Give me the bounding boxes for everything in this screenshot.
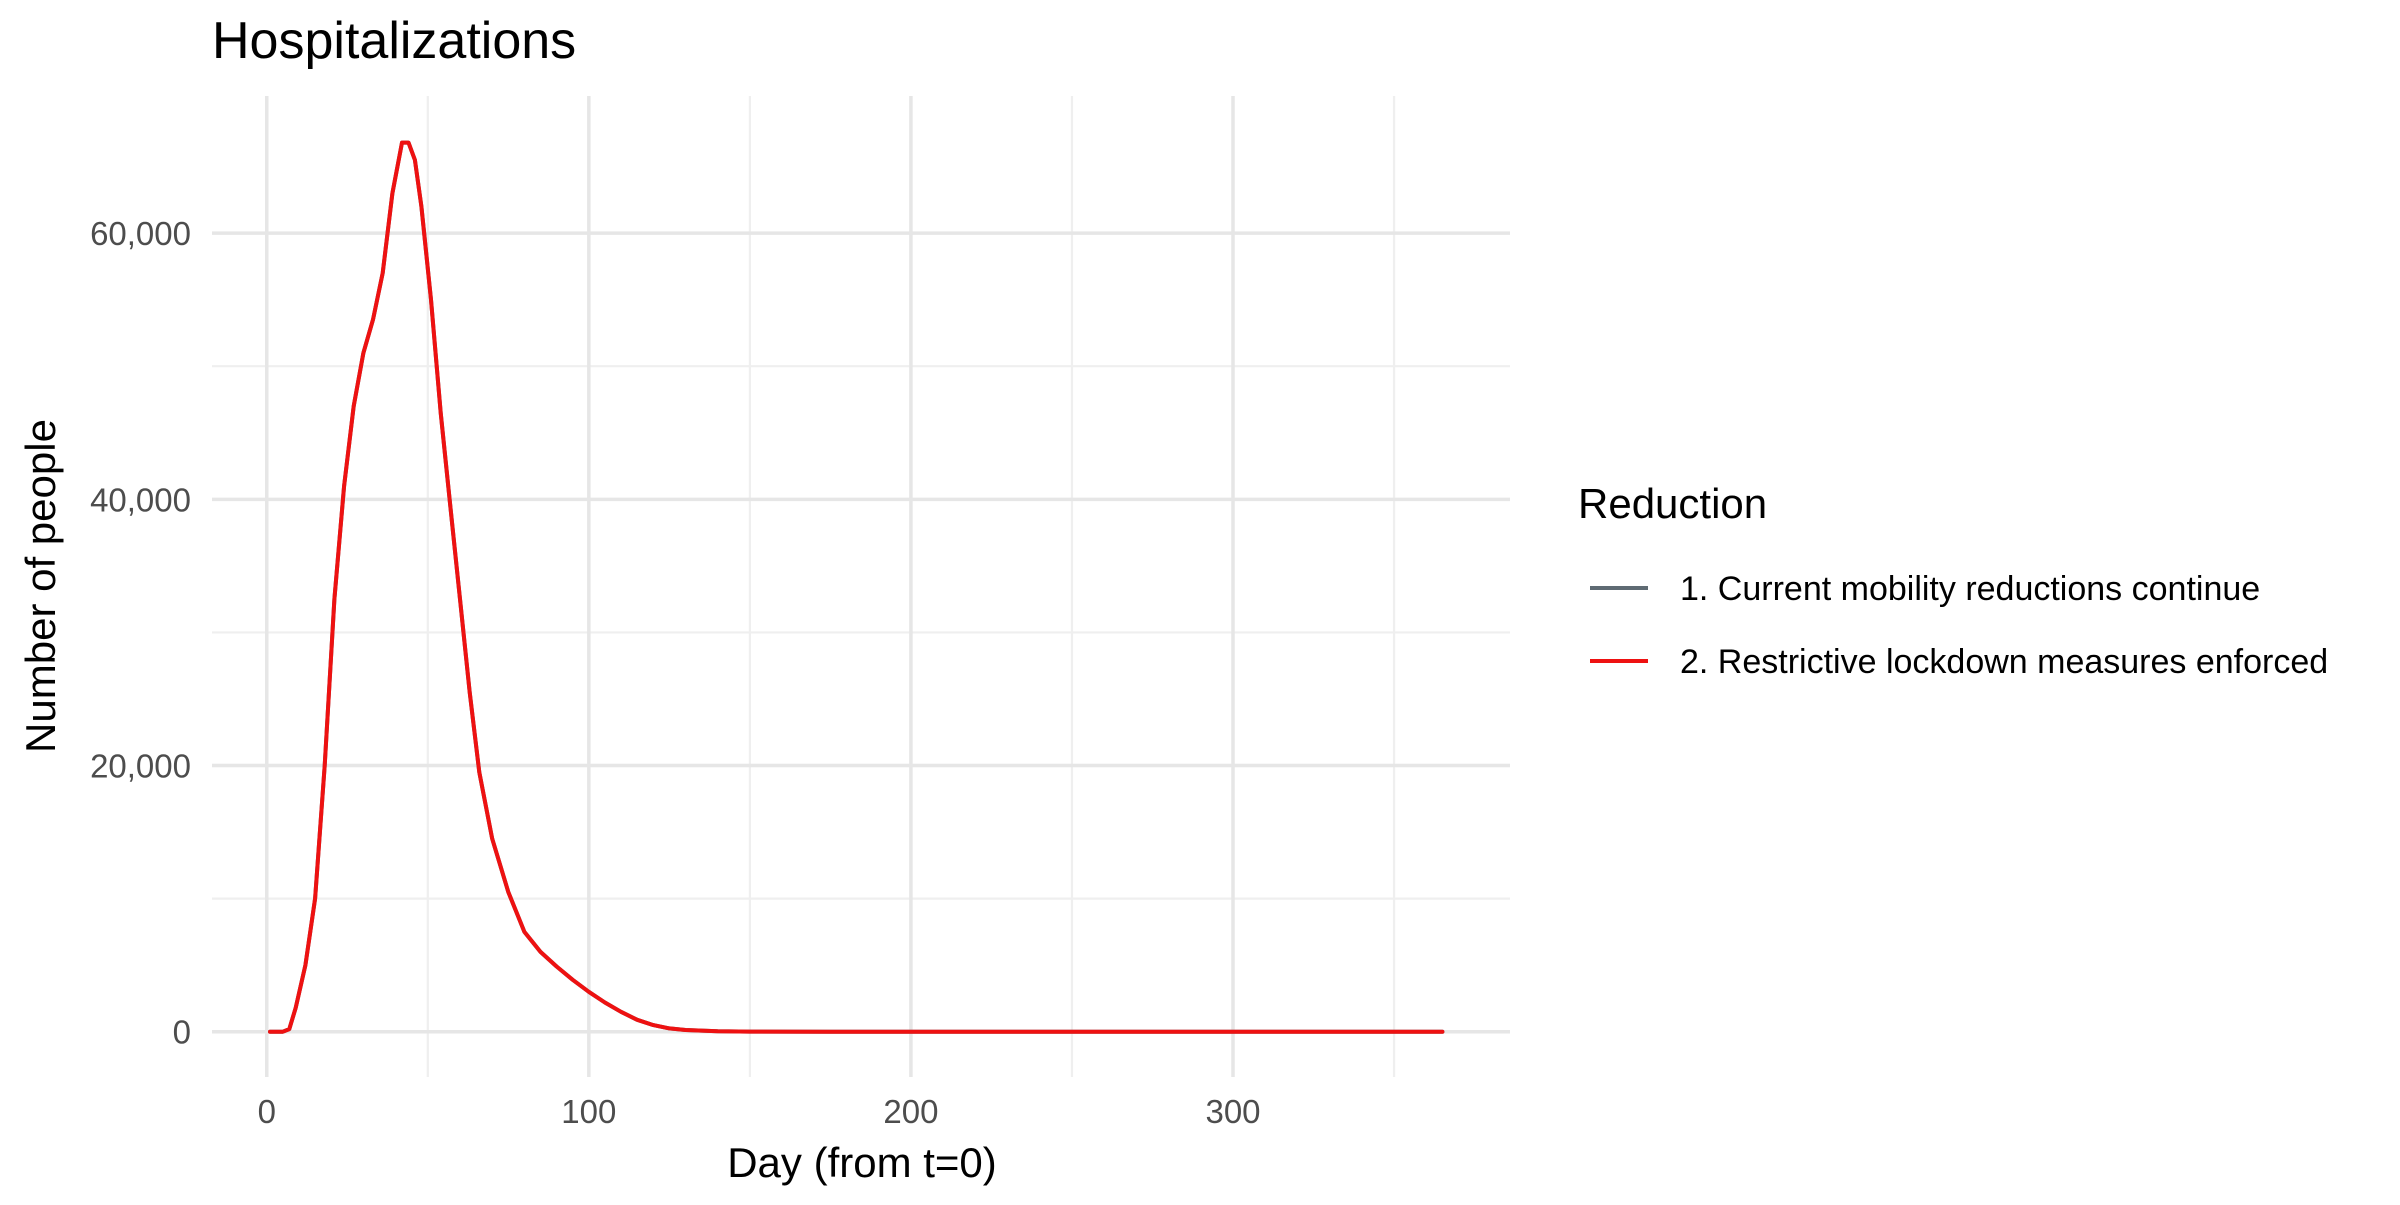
x-axis-title: Day (from t=0) (727, 1139, 997, 1186)
x-tick-label: 100 (561, 1093, 616, 1130)
chart-title: Hospitalizations (212, 12, 576, 70)
x-tick-label: 300 (1205, 1093, 1260, 1130)
y-tick-label: 40,000 (90, 481, 191, 518)
legend-label-2: 2. Restrictive lockdown measures enforce… (1680, 643, 2328, 681)
tick-label-layer: 0 100 200 300 0 20,000 40,000 60,000 (90, 215, 1260, 1130)
legend: Reduction 1. Current mobility reductions… (1578, 480, 2328, 681)
y-tick-label: 20,000 (90, 748, 191, 785)
y-tick-label: 0 (173, 1014, 191, 1051)
series-layer (268, 140, 1445, 1034)
x-tick-label: 0 (258, 1093, 276, 1130)
series-line-2 (268, 140, 1445, 1034)
y-tick-label: 60,000 (90, 215, 191, 252)
x-tick-label: 200 (883, 1093, 938, 1130)
legend-label-1: 1. Current mobility reductions continue (1680, 570, 2260, 608)
legend-title: Reduction (1578, 480, 1767, 527)
legend-items: 1. Current mobility reductions continue 2… (1590, 570, 2328, 681)
grid-layer (212, 96, 1510, 1077)
y-axis-title: Number of people (17, 419, 64, 753)
